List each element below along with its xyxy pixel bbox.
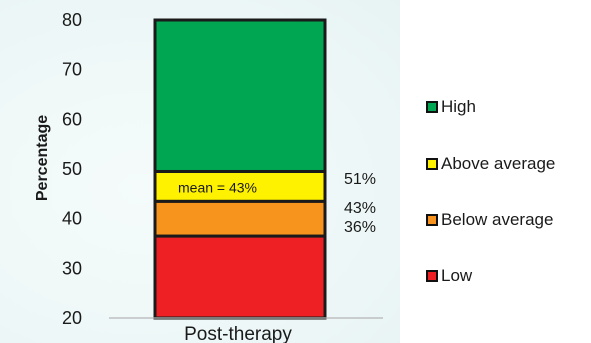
legend-label: Low — [441, 266, 473, 285]
bar-segment-above-average — [153, 169, 327, 203]
legend-item-high: High — [426, 97, 476, 117]
legend-swatch-above-average — [426, 158, 438, 170]
y-tick-label: 30 — [62, 258, 82, 278]
y-tick-label: 50 — [62, 159, 82, 179]
x-tick-label: Post-therapy — [184, 324, 292, 343]
y-tick-label: 80 — [62, 10, 82, 30]
legend-item-low: Low — [426, 266, 472, 286]
y-tick-labels: 20 30 40 50 60 70 80 — [62, 10, 82, 328]
y-tick-label: 60 — [62, 109, 82, 129]
bar-segment-low — [153, 234, 327, 320]
y-tick-label: 40 — [62, 209, 82, 229]
y-tick-label: 20 — [62, 308, 82, 328]
value-label: 43% — [344, 200, 376, 217]
value-label: 36% — [344, 219, 376, 236]
legend-label: Above average — [441, 154, 556, 173]
y-axis-title: Percentage — [34, 115, 51, 201]
bar-segment-below-average — [153, 199, 327, 238]
bar-segment-high — [153, 18, 327, 173]
value-annotations: mean = 43% 51% 43% 36% — [178, 171, 376, 236]
value-label: 51% — [344, 171, 376, 188]
stacked-bar-chart: 20 30 40 50 60 70 80 mean = 43% 51% 43% 36% Post-… — [34, 10, 383, 343]
legend-swatch-below-average — [426, 214, 438, 226]
bar-segments — [153, 18, 327, 320]
y-tick-label: 70 — [62, 60, 82, 80]
legend-label: Below average — [441, 210, 554, 229]
legend-item-below-average: Below average — [426, 210, 553, 230]
legend-swatch-low — [426, 270, 438, 282]
legend: High Above average Below average Low — [426, 0, 591, 343]
legend-swatch-high — [426, 101, 438, 113]
mean-annotation: mean = 43% — [178, 179, 257, 195]
legend-label: High — [441, 97, 476, 116]
legend-item-above-average: Above average — [426, 154, 555, 174]
